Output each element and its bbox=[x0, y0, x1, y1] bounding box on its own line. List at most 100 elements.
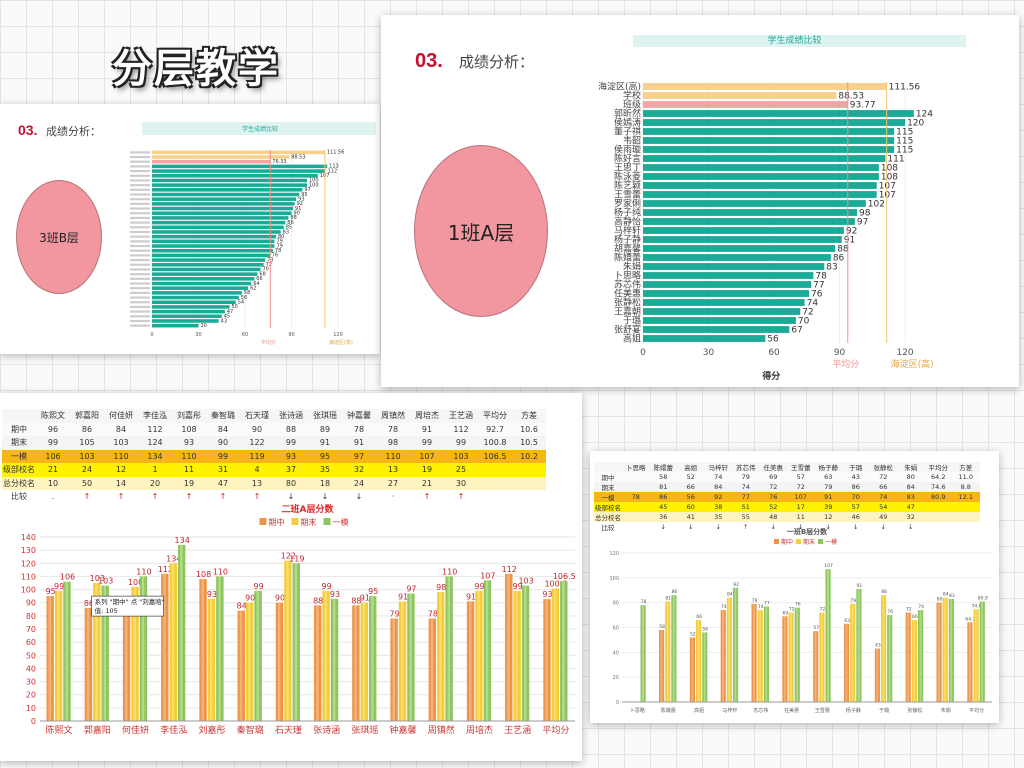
bar bbox=[152, 169, 326, 173]
legend-label: 期末 bbox=[803, 538, 815, 546]
y-tick-label: 140 bbox=[21, 533, 36, 542]
column-header: 郭嘉阳 bbox=[70, 409, 104, 423]
table-cell: 95 bbox=[308, 449, 342, 463]
table-cell bbox=[622, 522, 650, 532]
bar bbox=[643, 218, 855, 225]
category-label-placeholder bbox=[130, 296, 150, 299]
bar bbox=[152, 286, 249, 290]
data-label: 76 bbox=[811, 289, 823, 299]
data-label: 66 bbox=[696, 614, 702, 620]
bar-highlight bbox=[672, 595, 675, 702]
table-cell: ↓ bbox=[677, 522, 705, 532]
data-label: 68 bbox=[259, 271, 265, 277]
bar-highlight bbox=[981, 601, 984, 702]
table-cell: 10.2 bbox=[512, 449, 546, 463]
table-cell: 55 bbox=[732, 512, 760, 522]
data-label: 99 bbox=[474, 582, 484, 591]
data-label: 88 bbox=[313, 596, 323, 605]
category-label-placeholder bbox=[130, 193, 150, 196]
table-cell: 99 bbox=[410, 436, 444, 450]
data-label: 102 bbox=[868, 199, 885, 209]
x-tick-label: 60 bbox=[242, 332, 248, 338]
data-label: 111 bbox=[887, 154, 904, 164]
table-row: 总分校名 36 41 35 55 48 11 12 46 49 32 bbox=[594, 512, 980, 522]
chart-title-bar bbox=[142, 122, 376, 135]
category-label: 张舒宴 bbox=[614, 323, 641, 335]
table-row: 期末 81 66 84 74 72 72 79 86 66 84 74.6 8.8 bbox=[594, 482, 980, 492]
category-label-placeholder bbox=[130, 188, 150, 191]
data-label: 86 bbox=[881, 589, 887, 595]
bar bbox=[643, 335, 766, 342]
y-tick-label: 20 bbox=[26, 691, 36, 700]
category-label: 苏芯伟 bbox=[753, 707, 768, 714]
bar-highlight bbox=[477, 590, 480, 721]
table-cell: 11 bbox=[787, 512, 815, 522]
table-cell: 106 bbox=[36, 449, 70, 463]
data-label: 88.53 bbox=[838, 91, 864, 101]
table-cell: 79 bbox=[814, 482, 842, 492]
table-cell: ↓ bbox=[649, 522, 677, 532]
data-label: 99 bbox=[322, 582, 332, 591]
table-cell: 107 bbox=[787, 492, 815, 502]
bar-highlight bbox=[125, 610, 128, 721]
bar-highlight bbox=[882, 595, 885, 702]
legend-avg: 平均分 bbox=[832, 358, 859, 370]
table-cell bbox=[622, 482, 650, 492]
table-cell: 10.5 bbox=[512, 436, 546, 450]
bar bbox=[152, 281, 252, 286]
table-cell bbox=[952, 522, 980, 532]
bar-highlight bbox=[103, 585, 107, 721]
data-label: 72 bbox=[820, 607, 826, 613]
data-label: 57 bbox=[813, 625, 819, 631]
category-label-placeholder bbox=[130, 202, 150, 205]
category-label-placeholder bbox=[130, 254, 150, 257]
table-row: 总分校名 10 50 14 20 19 47 13 80 18 24 27 21 30 bbox=[2, 476, 546, 490]
bar-highlight bbox=[703, 632, 706, 702]
data-label: 99 bbox=[253, 582, 263, 591]
category-label-placeholder bbox=[130, 315, 150, 318]
table-cell: 112 bbox=[138, 422, 172, 436]
table-cell bbox=[478, 476, 512, 490]
table-cell: 43 bbox=[842, 472, 870, 482]
category-label: 陈嬛蕾 bbox=[614, 251, 641, 263]
data-label: 88 bbox=[837, 244, 849, 254]
y-tick-label: 80 bbox=[613, 601, 619, 607]
bar bbox=[152, 248, 273, 253]
data-label: 84 bbox=[237, 602, 247, 611]
category-label-placeholder bbox=[130, 319, 150, 323]
bar bbox=[152, 244, 275, 248]
table-cell: 91 bbox=[308, 436, 342, 450]
bar-highlight bbox=[820, 612, 823, 702]
data-label: 134 bbox=[166, 554, 181, 563]
data-label: 93 bbox=[298, 196, 304, 202]
table-cell bbox=[622, 512, 650, 522]
data-label: 56 bbox=[767, 334, 779, 344]
table-cell: 74 bbox=[704, 472, 732, 482]
bar bbox=[152, 305, 230, 309]
bar bbox=[643, 191, 877, 198]
x-tick-label: 120 bbox=[896, 348, 913, 358]
legend-swatch bbox=[796, 539, 801, 544]
y-tick-label: 100 bbox=[21, 586, 36, 595]
row-label: 期中 bbox=[2, 422, 36, 436]
table-cell: 13 bbox=[240, 476, 274, 490]
table-cell bbox=[952, 512, 980, 522]
category-label: 于璐 bbox=[623, 314, 641, 326]
bar-highlight bbox=[728, 597, 731, 702]
bar bbox=[152, 253, 270, 258]
category-label-placeholder bbox=[130, 184, 150, 187]
category-label: 马梓轩 bbox=[722, 707, 737, 714]
table-cell: 79 bbox=[732, 472, 760, 482]
data-label: 77 bbox=[764, 600, 770, 606]
data-label: 56 bbox=[702, 626, 708, 632]
bar bbox=[152, 188, 303, 192]
data-label: 30 bbox=[201, 323, 207, 329]
section-title: 成绩分析： bbox=[46, 125, 101, 138]
data-label: 92 bbox=[733, 582, 739, 588]
table-cell: 36 bbox=[649, 512, 677, 522]
panel-2ban-a: 陈熙文 郭嘉阳 何佳妍 李佳泓 刘嘉彤 秦智璐 石天瑾 张诗涵 张琪瑶 钟嘉馨 周镇然 周培杰 王艺涵平… bbox=[0, 393, 582, 761]
bar-highlight bbox=[857, 589, 860, 702]
table-cell: 78 bbox=[376, 422, 410, 436]
data-label: 93 bbox=[207, 590, 217, 599]
